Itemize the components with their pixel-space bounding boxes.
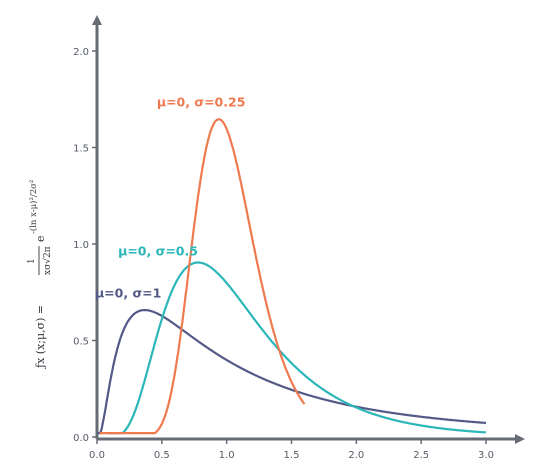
y-axis-label-base: e [34,235,47,242]
x-tick-label: 1.5 [284,450,300,461]
y-tick-label: 1.5 [73,144,89,155]
x-tick-label: 3.0 [478,450,494,461]
series-line [99,118,306,435]
y-tick-label: 2.0 [73,47,89,58]
y-axis-label-numerator: 1 [27,258,37,264]
y-axis-label: ƒx (x;μ,σ) = 1 xσ√2π e -(ln x-μ)²/2σ² [27,180,53,370]
series-label: μ=0, σ=0.25 [157,94,246,109]
y-tick-label: 0.5 [73,337,89,348]
series-label: μ=0, σ=0.5 [118,243,198,258]
y-tick-label: 1.0 [73,240,89,251]
x-tick-label: 2.0 [348,450,364,461]
y-axis-label-lhs: ƒx (x;μ,σ) = [34,305,47,370]
series-line [96,309,487,435]
series-line [107,261,487,435]
tick-marks: 0.0 0.5 1.0 1.5 2.0 2.5 3.0 0.0 0.5 1.0 1.5 2.0 [73,47,494,461]
y-axis-label-denominator: xσ√2π [42,246,53,275]
x-tick-label: 1.0 [219,450,235,461]
x-tick-label: 0.5 [154,450,170,461]
y-tick-label: 0.0 [73,433,89,444]
y-axis-label-exponent: -(ln x-μ)²/2σ² [28,180,39,234]
x-tick-label: 2.5 [413,450,429,461]
series-label: μ=0, σ=1 [95,286,161,301]
axes [92,15,525,444]
series-lines [96,118,487,435]
x-tick-label: 0.0 [89,450,105,461]
series-labels: μ=0, σ=1 μ=0, σ=0.5 μ=0, σ=0.25 [95,94,245,300]
